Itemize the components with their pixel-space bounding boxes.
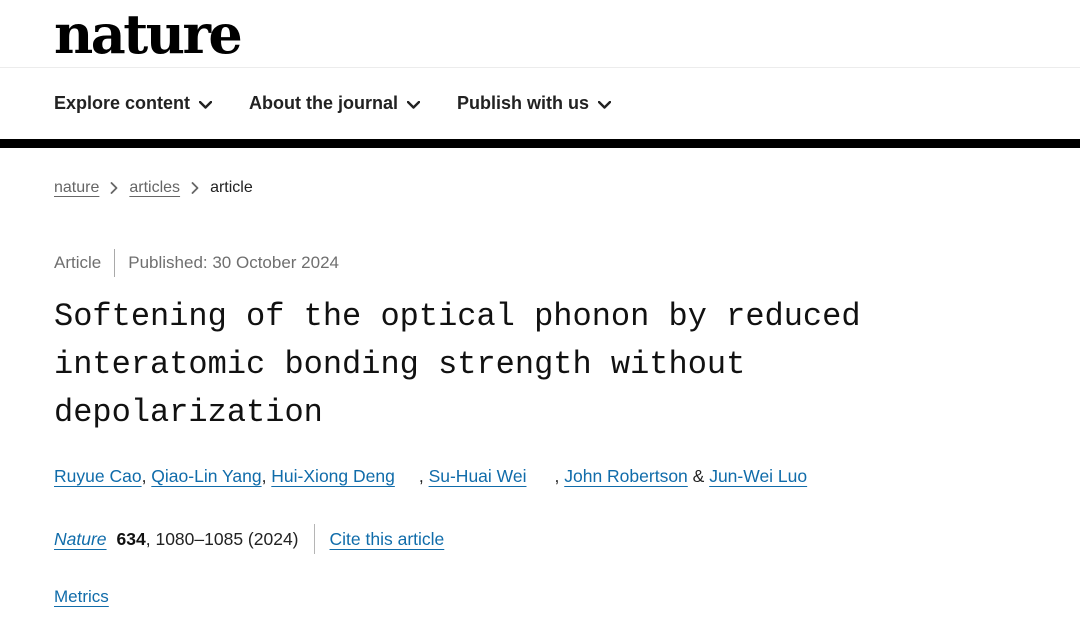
- author-list: Ruyue Cao, Qiao-Lin Yang, Hui-Xiong Deng…: [54, 466, 1040, 487]
- article-type-label: Article: [54, 253, 102, 272]
- author-link[interactable]: Su-Huai Wei: [428, 466, 527, 486]
- nav-about-the-journal[interactable]: About the journal: [249, 93, 421, 114]
- breadcrumb-link-articles[interactable]: articles: [129, 179, 181, 196]
- breadcrumb-current-article: article: [210, 179, 253, 196]
- article-title: Softening of the optical phonon by reduc…: [54, 298, 861, 431]
- author-separator: ,: [261, 466, 272, 486]
- breadcrumb-link-nature[interactable]: nature: [54, 179, 100, 196]
- chevron-right-icon: [191, 182, 199, 194]
- published-date: Published: 30 October 2024: [128, 253, 339, 272]
- breadcrumb: nature articles article: [54, 179, 1040, 197]
- chevron-down-icon: [407, 100, 421, 109]
- article-meta-line: Article Published: 30 October 2024: [54, 249, 1040, 277]
- nav-item-label: Publish with us: [457, 93, 590, 113]
- author-link[interactable]: Ruyue Cao: [54, 466, 142, 486]
- metrics-line: Metrics: [54, 587, 1040, 607]
- author-link[interactable]: Jun-Wei Luo: [709, 466, 808, 486]
- header-accent-bar: [0, 139, 1080, 148]
- author-separator: ,: [141, 466, 152, 486]
- author-link[interactable]: Qiao-Lin Yang: [151, 466, 262, 486]
- logo-row: nature: [0, 0, 1080, 68]
- nav-item-label: About the journal: [249, 93, 399, 113]
- meta-divider: [114, 249, 116, 277]
- article-header-section: nature articles article Article Publishe…: [0, 179, 1080, 607]
- nature-logo[interactable]: nature: [54, 1, 243, 66]
- journal-link[interactable]: Nature: [54, 528, 107, 549]
- citation-pages-year: , 1080–1085 (2024): [145, 528, 299, 549]
- author-separator: ,: [554, 466, 565, 486]
- author-link[interactable]: John Robertson: [564, 466, 688, 486]
- nav-explore-content[interactable]: Explore content: [54, 93, 213, 114]
- cite-this-article-link[interactable]: Cite this article: [329, 528, 445, 549]
- citation-volume: 634: [116, 528, 146, 549]
- citation-divider: [313, 524, 315, 554]
- metrics-link[interactable]: Metrics: [54, 587, 109, 606]
- author-link[interactable]: Hui-Xiong Deng: [271, 466, 395, 486]
- chevron-right-icon: [110, 182, 118, 194]
- main-nav: Explore content About the journal Publis…: [0, 68, 1080, 139]
- chevron-down-icon: [199, 100, 213, 109]
- nav-item-label: Explore content: [54, 93, 191, 113]
- author-separator: ,: [418, 466, 429, 486]
- citation-line: Nature 634 , 1080–1085 (2024) Cite this …: [54, 524, 1040, 554]
- site-header: nature Explore content About the journal…: [0, 0, 1080, 148]
- chevron-down-icon: [598, 100, 612, 109]
- author-ampersand: &: [687, 466, 710, 486]
- nav-publish-with-us[interactable]: Publish with us: [457, 93, 612, 114]
